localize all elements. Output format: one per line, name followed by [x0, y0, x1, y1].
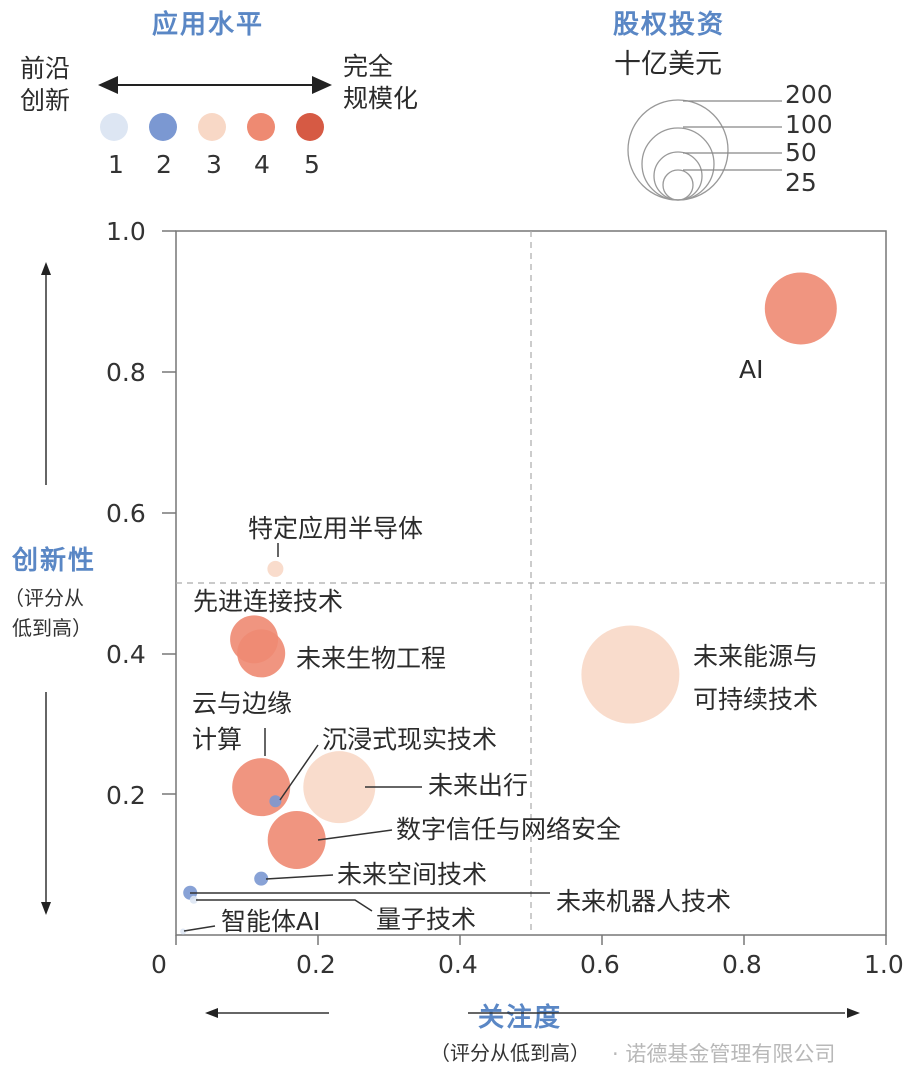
- y-axis-arrows: [41, 262, 51, 915]
- legend-left-label-line1: 前沿: [20, 54, 71, 83]
- bubble: [581, 625, 680, 724]
- label-agentic-ai: 智能体AI: [221, 907, 320, 936]
- bubble: [232, 758, 291, 817]
- legend-level-5-label: 5: [304, 150, 320, 179]
- label-quantum: 量子技术: [376, 905, 476, 934]
- y-axis-subtitle-line2: 低到高）: [12, 616, 92, 640]
- bubble: [267, 810, 326, 869]
- label-space: 未来空间技术: [337, 860, 487, 889]
- legend-level-4-label: 4: [254, 150, 270, 179]
- size-legend-circles: [627, 99, 782, 201]
- legend-level-2-label: 2: [156, 150, 172, 179]
- legend-level-1-swatch: [100, 113, 128, 141]
- label-bioengineering: 未来生物工程: [296, 644, 446, 673]
- bubble: [237, 629, 286, 678]
- x-tick-0.4: 0.4: [438, 950, 478, 979]
- color-legend-swatches: [100, 113, 324, 141]
- bubble: [764, 272, 837, 345]
- size-legend-label-100: 100: [785, 110, 833, 139]
- size-legend-title: 股权投资: [613, 10, 726, 40]
- bubble: [269, 795, 282, 808]
- x-axis-subtitle: （评分从低到高）: [430, 1041, 590, 1065]
- x-axis-arrows: [205, 1008, 860, 1018]
- bubbles-layer: [180, 272, 837, 935]
- leader-lines: [183, 543, 550, 932]
- x-tick-0.6: 0.6: [580, 950, 620, 979]
- legend-right-label-line2: 规模化: [343, 84, 419, 113]
- label-immersive: 沉浸式现实技术: [322, 725, 497, 754]
- legend-level-labels: 1 2 3 4 5: [100, 150, 330, 180]
- bubble: [267, 560, 284, 577]
- label-ai: AI: [739, 355, 763, 384]
- y-tick-1.0: 1.0: [106, 217, 146, 246]
- y-tick-0.4: 0.4: [106, 640, 146, 669]
- x-tick-0: 0: [151, 950, 167, 979]
- label-mobility: 未来出行: [428, 771, 528, 800]
- size-legend-label-25: 25: [785, 168, 817, 197]
- legend-level-5-swatch: [296, 113, 324, 141]
- legend-level-4-swatch: [247, 113, 275, 141]
- x-tick-1.0: 1.0: [864, 950, 904, 979]
- label-cloud-line2: 计算: [192, 725, 242, 754]
- watermark: · 诺德基金管理有限公司: [612, 1042, 836, 1066]
- y-axis-title: 创新性: [12, 546, 97, 576]
- legend-level-2-swatch: [149, 113, 177, 141]
- legend-level-3-swatch: [198, 113, 226, 141]
- color-legend-title: 应用水平: [152, 10, 265, 40]
- x-tick-0.8: 0.8: [722, 950, 762, 979]
- size-legend-circle-200: [627, 99, 729, 201]
- legend-left-label-line2: 创新: [20, 86, 71, 115]
- size-legend-unit: 十亿美元: [614, 49, 722, 80]
- size-legend-circle-25: [662, 169, 694, 201]
- y-tick-0.8: 0.8: [106, 358, 146, 387]
- plot-frame: [162, 230, 887, 945]
- label-energy-line1: 未来能源与: [693, 642, 818, 671]
- bubble: [180, 928, 187, 935]
- label-robotics: 未来机器人技术: [556, 887, 731, 916]
- size-legend-circle-100: [641, 127, 715, 201]
- bubble: [189, 895, 198, 904]
- size-legend-label-50: 50: [785, 138, 817, 167]
- label-energy-line2: 可持续技术: [693, 685, 818, 714]
- legend-level-3-label: 3: [206, 150, 222, 179]
- y-tick-0.2: 0.2: [106, 781, 146, 810]
- label-digital-trust: 数字信任与网络安全: [396, 815, 621, 844]
- bubble: [254, 871, 269, 886]
- legend-right-label-line1: 完全: [343, 52, 394, 81]
- label-semiconductors: 特定应用半导体: [248, 514, 423, 543]
- size-legend-circle-50: [653, 151, 703, 201]
- label-cloud-line1: 云与边缘: [192, 689, 292, 718]
- size-legend-label-200: 200: [785, 80, 833, 109]
- y-axis-subtitle-line1: （评分从: [4, 586, 84, 610]
- x-tick-0.2: 0.2: [296, 950, 336, 979]
- legend-level-1-label: 1: [108, 150, 124, 179]
- x-axis-title: 关注度: [478, 1003, 563, 1033]
- bubble-labels: AI 特定应用半导体 先进连接技术 未来生物工程 未来能源与 可持续技术 云与边…: [192, 355, 818, 936]
- bubble: [303, 751, 376, 824]
- color-legend-arrow: [98, 76, 332, 94]
- label-connectivity: 先进连接技术: [193, 587, 343, 616]
- y-tick-0.6: 0.6: [106, 499, 146, 528]
